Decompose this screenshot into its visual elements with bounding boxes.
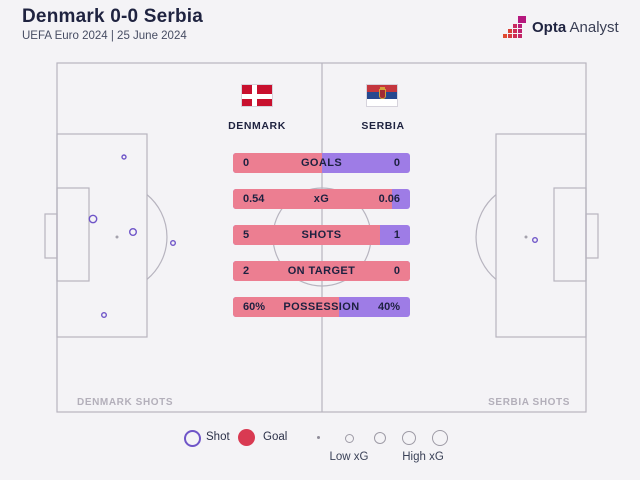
serbia-shots-label: SERBIA SHOTS xyxy=(488,397,570,408)
match-stats-table: 0 GOALS 0 0.54 xG 0.06 5 SHOTS 1 2 xyxy=(233,153,410,333)
xg-scale-dot-icon xyxy=(317,436,320,439)
penalty-spots xyxy=(115,235,528,239)
stat-label: ON TARGET xyxy=(287,265,356,277)
page-title: Denmark 0-0 Serbia xyxy=(22,6,204,27)
shot-marker xyxy=(169,239,176,246)
stat-row-shots: 5 SHOTS 1 xyxy=(233,225,410,245)
away-value: 0 xyxy=(393,265,400,277)
xg-scale-circle-icon xyxy=(374,432,386,444)
home-share-bar xyxy=(233,225,381,245)
away-value: 1 xyxy=(393,229,400,241)
low-xg-label: Low xG xyxy=(329,451,369,463)
home-value: 2 xyxy=(243,265,250,277)
stat-row-xg: 0.54 xG 0.06 xyxy=(233,189,410,209)
away-team-name: SERBIA xyxy=(361,120,405,132)
stat-row-on-target: 2 ON TARGET 0 xyxy=(233,261,410,281)
home-value: 0 xyxy=(243,157,250,169)
shot-marker xyxy=(88,214,98,224)
away-value: 0 xyxy=(393,157,400,169)
serbia-coat-of-arms-icon xyxy=(379,87,386,99)
stat-label: GOALS xyxy=(300,157,343,169)
legend-goal-label: Goal xyxy=(263,431,288,443)
high-xg-label: High xG xyxy=(402,451,444,463)
stat-label: POSSESSION xyxy=(283,301,360,313)
home-share-bar xyxy=(233,189,393,209)
home-value: 0.54 xyxy=(243,193,265,205)
home-share-bar xyxy=(233,153,322,173)
goal-marker-icon xyxy=(238,429,255,446)
denmark-shots-label: DENMARK SHOTS xyxy=(77,397,174,408)
stat-row-goals: 0 GOALS 0 xyxy=(233,153,410,173)
shot-marker-icon xyxy=(184,430,201,447)
serbia-flag xyxy=(366,84,398,107)
shot-marker xyxy=(128,227,137,236)
opta-logo-icon xyxy=(503,16,526,38)
analyst-wordmark: Analyst xyxy=(569,18,619,36)
home-share-bar xyxy=(233,261,410,281)
opta-analyst-logo: Opta Analyst xyxy=(503,16,619,38)
denmark-flag xyxy=(241,84,273,107)
home-value: 60% xyxy=(243,301,266,313)
xg-scale-circle-icon xyxy=(345,434,354,443)
home-team-name: DENMARK xyxy=(228,120,286,132)
stat-row-possession: 60% POSSESSION 40% xyxy=(233,297,410,317)
stat-label: SHOTS xyxy=(301,229,342,241)
shot-marker xyxy=(121,154,127,160)
page-subtitle: UEFA Euro 2024 | 25 June 2024 xyxy=(22,30,187,42)
xg-scale-circle-icon xyxy=(432,430,448,446)
shot-markers xyxy=(88,154,539,319)
shot-marker xyxy=(100,312,107,319)
stat-label: xG xyxy=(313,193,330,205)
opta-logo-text: Opta Analyst xyxy=(532,19,619,36)
shot-marker xyxy=(532,236,539,243)
away-value: 40% xyxy=(377,301,400,313)
away-value: 0.06 xyxy=(378,193,400,205)
opta-wordmark: Opta xyxy=(532,18,567,36)
home-share-bar xyxy=(233,297,340,317)
legend-shot-label: Shot xyxy=(206,431,230,443)
xg-scale-circle-icon xyxy=(402,431,416,445)
legend: Shot Goal Low xG High xG xyxy=(0,427,640,472)
home-value: 5 xyxy=(243,229,250,241)
